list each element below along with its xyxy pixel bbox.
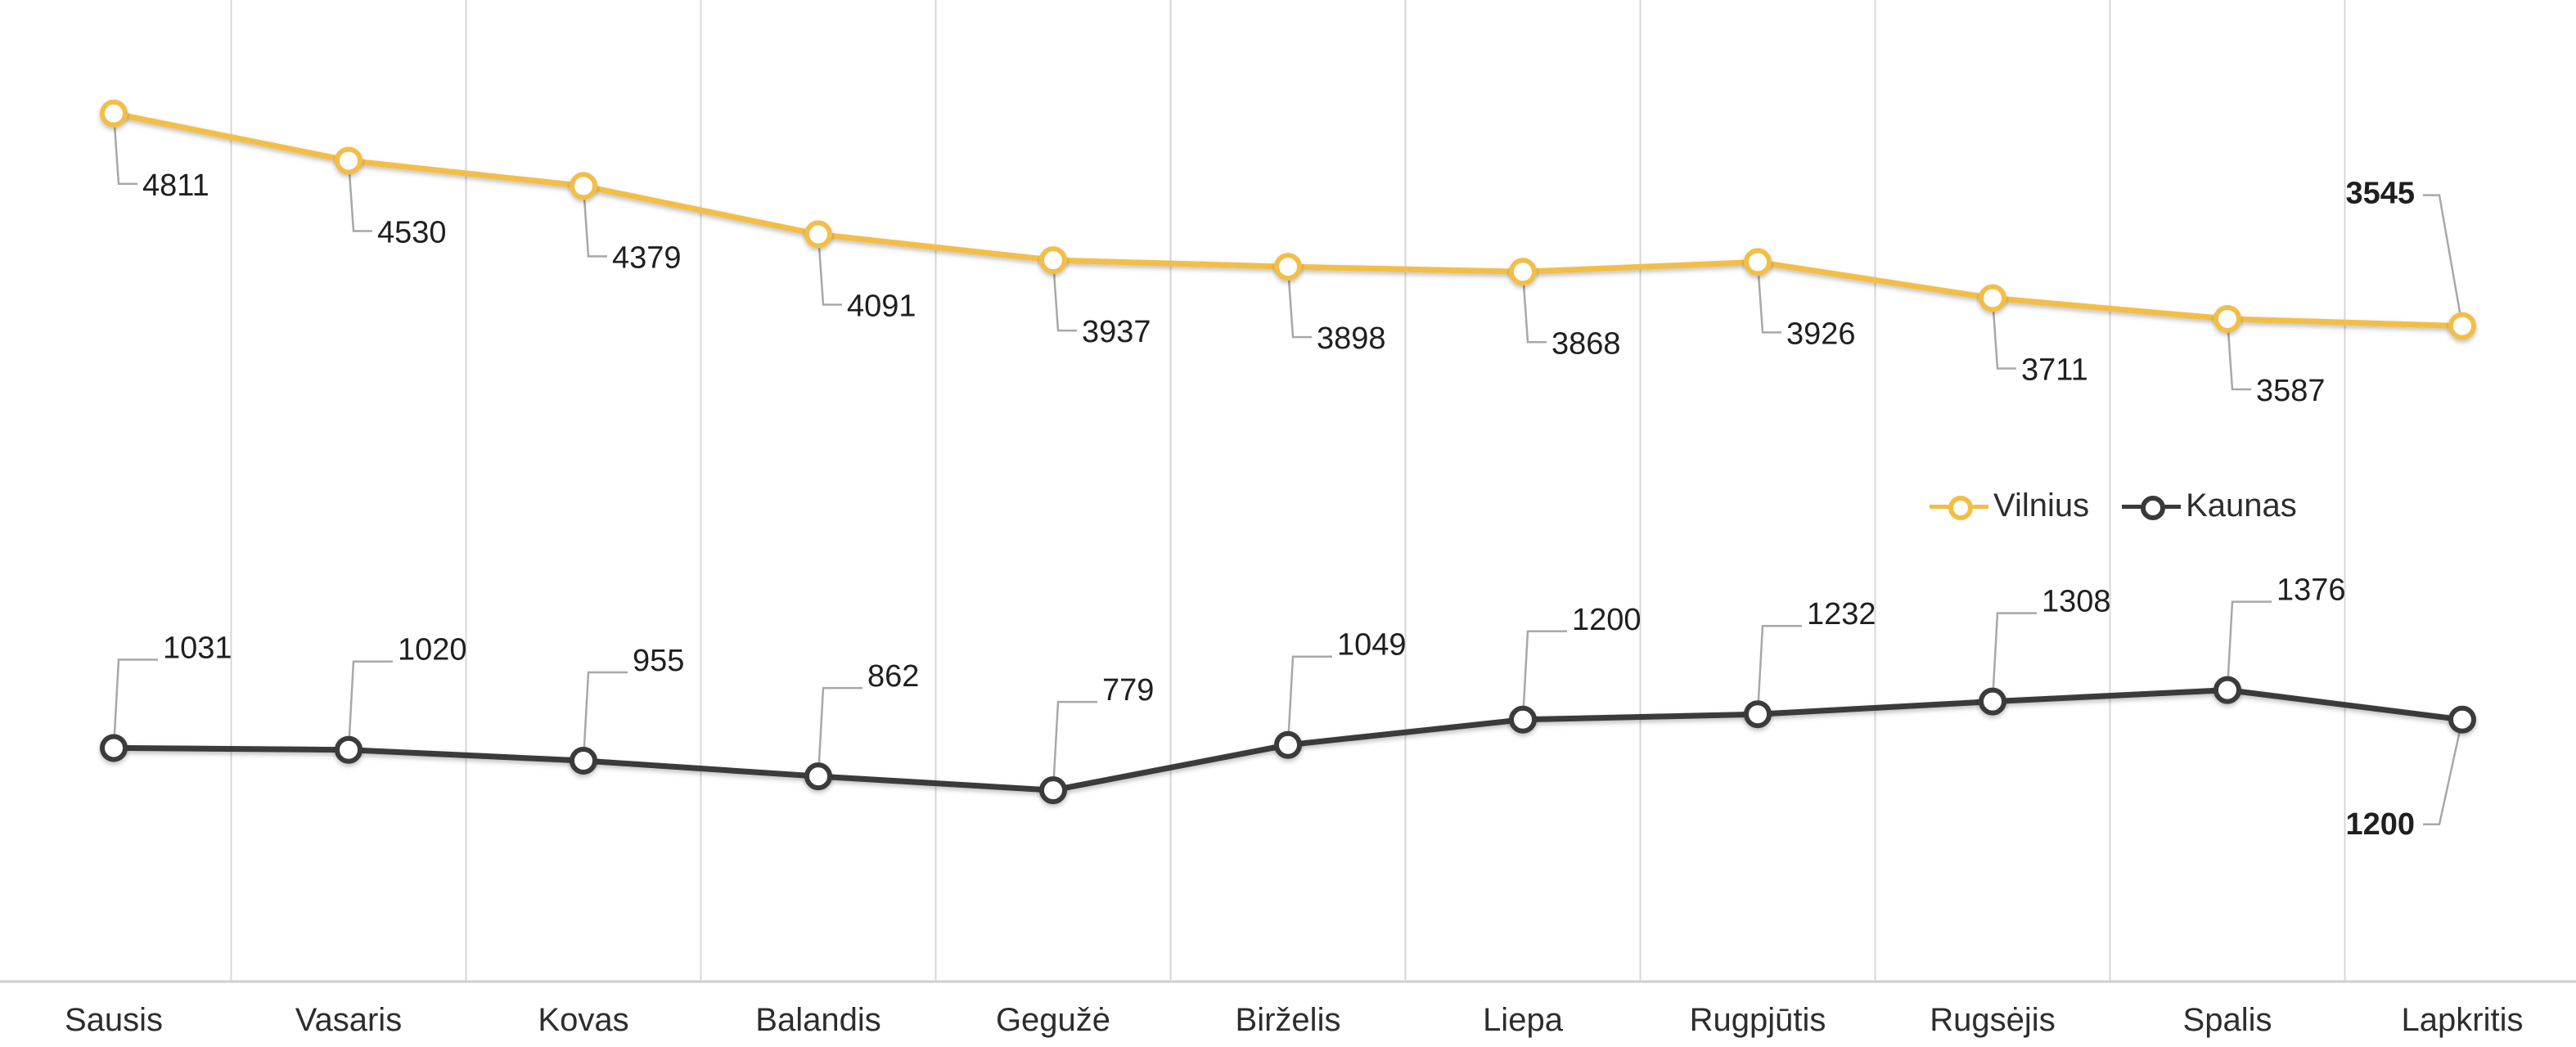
data-label-vilnius: 3868: [1551, 326, 1621, 361]
data-point-vilnius-kovas: [570, 172, 597, 200]
data-point-vilnius-rugsejis: [1979, 284, 2006, 312]
x-tick-label-sausis: Sausis: [65, 1002, 163, 1038]
legend-item-kaunas: Kaunas: [2122, 488, 2297, 524]
x-tick-label-birzelis: Birželis: [1236, 1002, 1341, 1038]
data-point-vilnius-birzelis: [1274, 253, 1302, 281]
data-point-kaunas-spalis: [2213, 676, 2241, 704]
data-label-leader: [817, 686, 862, 777]
data-label-leader: [2226, 318, 2251, 391]
x-tick-label-rugpjutis: Rugpjūtis: [1690, 1002, 1826, 1038]
data-label-vilnius: 3926: [1786, 317, 1856, 351]
legend-swatch-vilnius: [1930, 494, 1988, 520]
data-point-vilnius-spalis: [2213, 304, 2241, 333]
data-point-kaunas-birzelis: [1274, 730, 1302, 759]
data-label-kaunas: 1200: [1572, 603, 1642, 637]
data-label-kaunas: 955: [633, 644, 684, 678]
data-label-vilnius: 4811: [142, 169, 209, 203]
data-label-vilnius: 3898: [1317, 321, 1386, 356]
legend-swatch-kaunas: [2122, 494, 2182, 520]
series-vilnius: 4811 4530 4379 4091 3937 3898 3868 3926 3711 3587…: [100, 99, 2476, 408]
data-label-leader: [1991, 612, 2037, 702]
chart-legend: Vilnius Kaunas: [1930, 488, 2297, 524]
legend-label-vilnius: Vilnius: [1993, 488, 2090, 524]
x-tick-label-geguze: Gegužė: [996, 1002, 1110, 1038]
x-tick-label-vasaris: Vasaris: [295, 1002, 402, 1038]
data-label-leader: [1521, 272, 1547, 344]
data-label-kaunas: 1020: [398, 633, 467, 667]
data-label-leader: [582, 186, 607, 258]
series-kaunas: 1031 1020 955 862 779 1049 1200 1232 1308 1376 120…: [100, 573, 2476, 842]
data-label-kaunas: 1031: [163, 631, 232, 665]
data-label-kaunas: 1200: [2345, 807, 2415, 842]
data-point-vilnius-balandis: [804, 220, 832, 249]
data-label-kaunas: 1049: [1337, 628, 1407, 663]
data-label-kaunas: 1376: [2277, 573, 2346, 608]
data-point-vilnius-sausis: [100, 99, 128, 128]
x-tick-label-spalis: Spalis: [2183, 1002, 2272, 1038]
data-point-vilnius-geguze: [1039, 246, 1067, 275]
grid-lines: [230, 0, 2346, 982]
data-point-kaunas-lapkritis: [2448, 705, 2476, 734]
data-point-kaunas-rugsejis: [1979, 687, 2006, 716]
data-point-vilnius-rugpjutis: [1744, 248, 1772, 276]
data-label-vilnius: 3587: [2256, 374, 2326, 408]
data-label-leader: [1052, 700, 1097, 791]
data-label-vilnius: 3545: [2345, 177, 2415, 211]
x-tick-label-balandis: Balandis: [755, 1002, 880, 1038]
data-label-leader: [112, 658, 158, 748]
data-point-vilnius-vasaris: [335, 146, 363, 175]
data-label-vilnius: 4091: [847, 290, 916, 324]
data-point-kaunas-liepa: [1509, 705, 1537, 734]
data-label-vilnius: 3711: [2021, 353, 2088, 388]
data-label-leader: [1521, 630, 1567, 720]
x-tick-label-kovas: Kovas: [538, 1002, 628, 1038]
data-label-leader: [2226, 600, 2272, 690]
data-label-leader: [1756, 262, 1781, 334]
data-point-kaunas-geguze: [1039, 776, 1067, 805]
data-label-leader: [347, 660, 393, 750]
data-label-leader: [1991, 298, 2016, 370]
data-label-leader: [347, 160, 372, 232]
x-tick-label-liepa: Liepa: [1483, 1002, 1564, 1038]
legend-item-vilnius: Vilnius: [1930, 488, 2089, 524]
data-point-kaunas-vasaris: [335, 735, 363, 764]
x-tick-labels: Sausis Vasaris Kovas Balandis Gegužė Birželis…: [65, 1002, 2524, 1038]
data-label-vilnius: 4379: [612, 240, 682, 275]
data-label-leader: [817, 234, 842, 306]
data-point-kaunas-balandis: [804, 762, 832, 791]
data-label-leader: [2423, 719, 2464, 826]
data-label-leader: [582, 671, 628, 762]
data-label-leader: [1756, 624, 1802, 715]
data-label-leader: [2423, 194, 2464, 326]
data-point-vilnius-lapkritis: [2448, 312, 2476, 340]
x-tick-label-rugsejis: Rugsėjis: [1930, 1002, 2055, 1038]
data-point-kaunas-kovas: [570, 747, 597, 775]
data-label-vilnius: 3937: [1082, 315, 1151, 349]
x-tick-label-lapkritis: Lapkritis: [2402, 1002, 2524, 1038]
data-label-leader: [112, 113, 137, 186]
data-label-kaunas: 862: [867, 659, 919, 694]
data-label-leader: [1286, 655, 1332, 745]
data-label-vilnius: 4530: [377, 215, 447, 249]
data-point-vilnius-liepa: [1509, 258, 1537, 286]
data-label-kaunas: 1308: [2042, 585, 2111, 619]
data-point-kaunas-sausis: [100, 734, 128, 762]
data-label-kaunas: 1232: [1807, 597, 1876, 631]
data-point-kaunas-rugpjutis: [1744, 700, 1772, 729]
data-label-kaunas: 779: [1102, 673, 1154, 708]
legend-label-kaunas: Kaunas: [2186, 488, 2297, 524]
data-label-leader: [1052, 260, 1077, 332]
data-label-leader: [1286, 267, 1312, 339]
